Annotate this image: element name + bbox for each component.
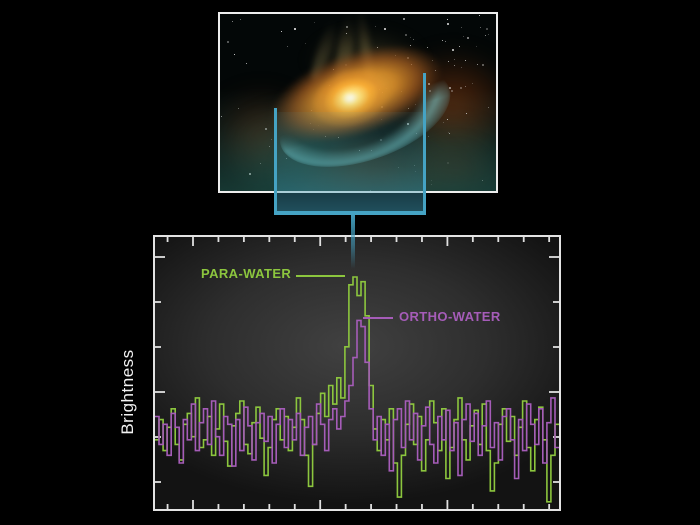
bracket-right-line xyxy=(423,73,426,215)
bracket-region-fill xyxy=(277,112,423,211)
ortho-water-leader-line xyxy=(363,317,393,319)
y-axis-label: Brightness xyxy=(118,349,137,435)
para-water-leader-line xyxy=(296,275,345,277)
bracket-bottom-bar xyxy=(274,211,426,215)
spectrum-plot: PARA-WATER ORTHO-WATER xyxy=(153,235,561,511)
ortho-water-label: ORTHO-WATER xyxy=(399,309,501,324)
spectrum-traces xyxy=(155,237,559,509)
para-water-label: PARA-WATER xyxy=(201,266,292,281)
bracket-left-line xyxy=(274,108,277,215)
bracket-pointer-stem xyxy=(351,215,355,269)
